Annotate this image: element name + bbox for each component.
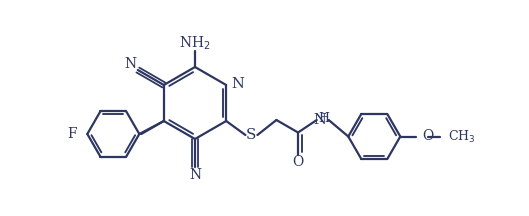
Text: N: N <box>313 113 326 127</box>
Text: S: S <box>246 128 257 142</box>
Text: F: F <box>68 127 77 141</box>
Text: N: N <box>125 57 137 71</box>
Text: O: O <box>293 156 304 170</box>
Text: N: N <box>189 168 201 182</box>
Text: NH$_2$: NH$_2$ <box>179 34 211 52</box>
Text: N: N <box>231 77 244 91</box>
Text: O: O <box>422 130 434 143</box>
Text: H: H <box>318 113 329 125</box>
Text: CH$_3$: CH$_3$ <box>448 129 476 145</box>
